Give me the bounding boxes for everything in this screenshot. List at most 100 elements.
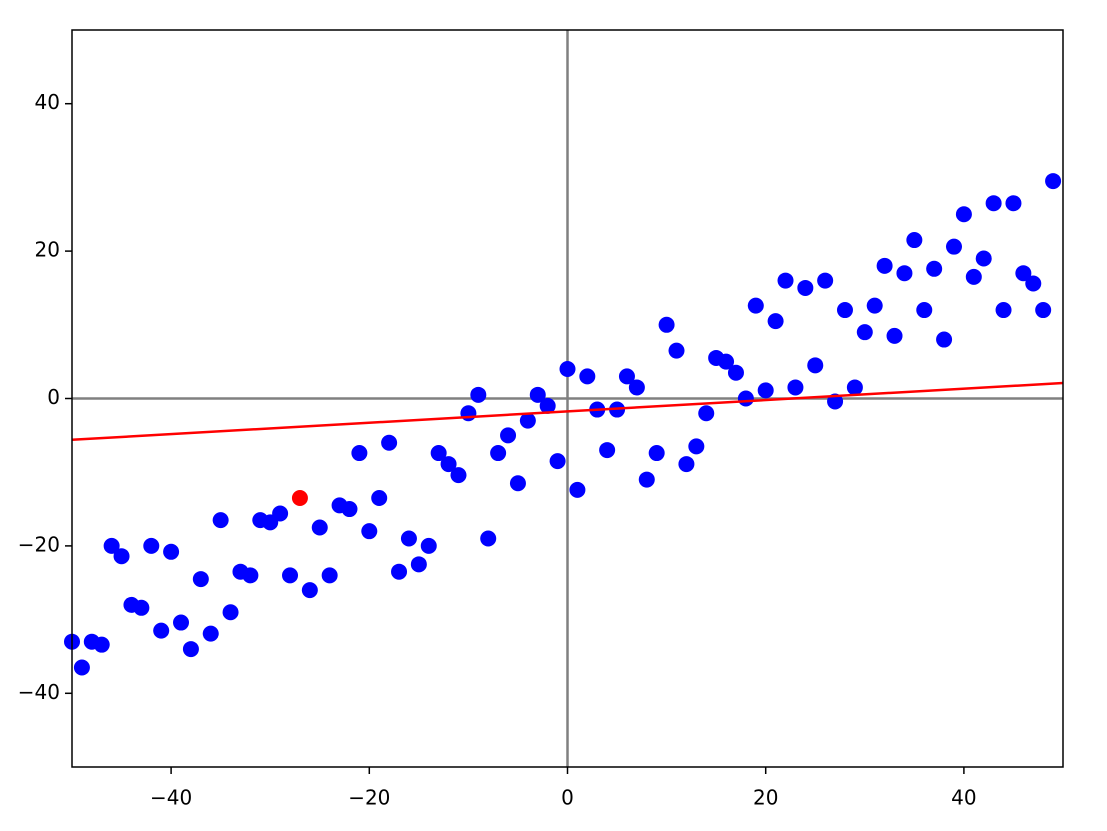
point bbox=[876, 257, 893, 274]
point bbox=[311, 519, 328, 536]
point bbox=[569, 481, 586, 498]
point bbox=[648, 445, 665, 462]
point bbox=[93, 636, 110, 653]
point bbox=[1045, 173, 1062, 190]
point bbox=[757, 382, 774, 399]
point bbox=[658, 316, 675, 333]
point bbox=[866, 297, 883, 314]
y-tick-label: −20 bbox=[18, 532, 60, 556]
point bbox=[975, 250, 992, 267]
fit-line bbox=[71, 381, 1064, 442]
point bbox=[767, 313, 784, 330]
point bbox=[301, 582, 318, 599]
point bbox=[202, 625, 219, 642]
point bbox=[371, 489, 388, 506]
point bbox=[846, 379, 863, 396]
point bbox=[638, 471, 655, 488]
x-tick-label: −40 bbox=[150, 786, 192, 810]
point bbox=[955, 206, 972, 223]
point bbox=[133, 599, 150, 616]
point bbox=[410, 556, 427, 573]
point bbox=[1025, 275, 1042, 292]
point bbox=[113, 548, 130, 565]
point bbox=[212, 512, 229, 529]
point bbox=[579, 368, 596, 385]
point bbox=[886, 327, 903, 344]
point bbox=[182, 641, 199, 658]
point bbox=[519, 412, 536, 429]
point bbox=[480, 530, 497, 547]
point bbox=[430, 445, 447, 462]
point bbox=[916, 302, 933, 319]
point bbox=[539, 397, 556, 414]
x-tick-label: 20 bbox=[753, 786, 778, 810]
point bbox=[381, 434, 398, 451]
point bbox=[153, 622, 170, 639]
point bbox=[391, 563, 408, 580]
x-tick-label: 0 bbox=[561, 786, 574, 810]
point bbox=[361, 523, 378, 540]
point bbox=[698, 405, 715, 422]
point bbox=[737, 390, 754, 407]
point bbox=[73, 659, 90, 676]
point bbox=[559, 361, 576, 378]
point bbox=[995, 302, 1012, 319]
point bbox=[440, 456, 457, 473]
highlight-point bbox=[291, 489, 308, 506]
point bbox=[420, 537, 437, 554]
point bbox=[509, 475, 526, 492]
y-tick-label: 40 bbox=[35, 90, 60, 114]
point bbox=[500, 427, 517, 444]
x-tick-label: −20 bbox=[348, 786, 390, 810]
point bbox=[668, 342, 685, 359]
point bbox=[856, 324, 873, 341]
point bbox=[896, 265, 913, 282]
point bbox=[163, 543, 180, 560]
point bbox=[490, 445, 507, 462]
point bbox=[143, 537, 160, 554]
point bbox=[817, 272, 834, 289]
point bbox=[727, 364, 744, 381]
point bbox=[351, 445, 368, 462]
y-tick-label: 0 bbox=[47, 385, 60, 409]
point bbox=[906, 232, 923, 249]
point bbox=[618, 368, 635, 385]
point bbox=[599, 442, 616, 459]
point bbox=[965, 268, 982, 285]
point bbox=[549, 453, 566, 470]
x-tick-label: 40 bbox=[951, 786, 976, 810]
point bbox=[470, 386, 487, 403]
point bbox=[718, 353, 735, 370]
y-tick-label: 20 bbox=[35, 238, 60, 262]
point bbox=[985, 195, 1002, 212]
point bbox=[1005, 195, 1022, 212]
y-tick-label: −40 bbox=[18, 680, 60, 704]
point bbox=[400, 530, 417, 547]
point bbox=[628, 379, 645, 396]
point bbox=[460, 405, 477, 422]
point bbox=[529, 386, 546, 403]
point bbox=[192, 571, 209, 588]
point bbox=[797, 279, 814, 296]
point bbox=[747, 297, 764, 314]
point bbox=[1035, 302, 1052, 319]
point bbox=[450, 467, 467, 484]
point bbox=[688, 438, 705, 455]
point bbox=[945, 238, 962, 255]
point bbox=[836, 302, 853, 319]
point bbox=[807, 357, 824, 374]
point bbox=[222, 604, 239, 621]
point bbox=[321, 567, 338, 584]
point bbox=[936, 331, 953, 348]
point bbox=[173, 614, 190, 631]
point bbox=[926, 260, 943, 277]
point bbox=[1015, 265, 1032, 282]
point bbox=[282, 567, 299, 584]
point bbox=[678, 456, 695, 473]
point bbox=[272, 505, 289, 522]
point bbox=[242, 567, 259, 584]
point bbox=[341, 501, 358, 518]
point bbox=[787, 379, 804, 396]
point bbox=[103, 537, 120, 554]
